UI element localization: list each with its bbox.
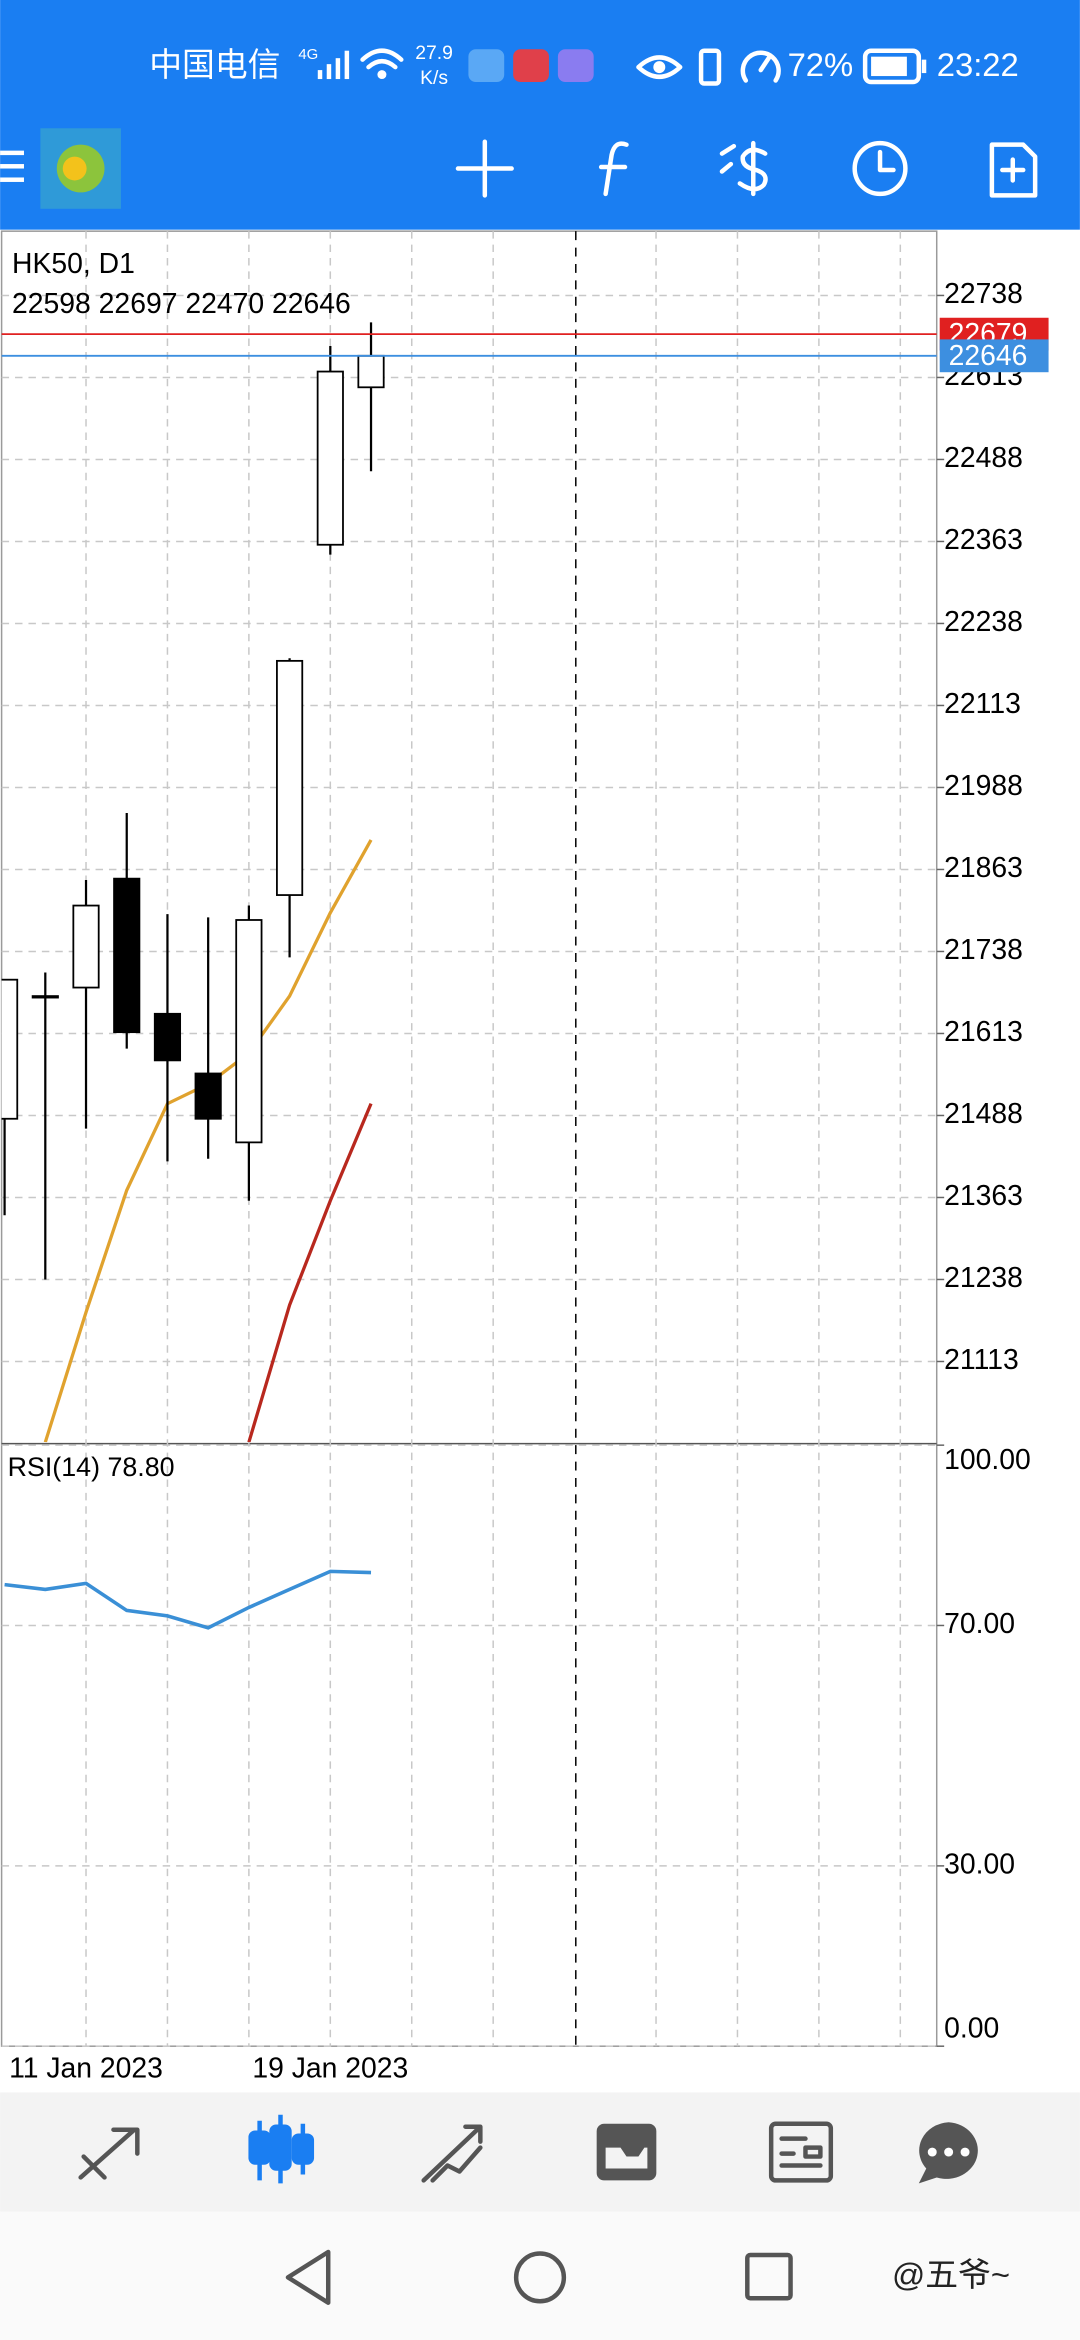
- eye-icon: [636, 55, 683, 80]
- back-button[interactable]: [285, 2249, 331, 2305]
- y-tick-label: 22113: [944, 688, 1021, 720]
- chat-tab[interactable]: [918, 2122, 978, 2184]
- chart-layer: 11 Jan 2023 19 Jan 2023 21113 21238 21363 214…: [1, 278, 1049, 2085]
- crosshair-button[interactable]: [455, 139, 514, 198]
- y-tick-label: 21613: [944, 1016, 1023, 1048]
- carrier: 中国电信: [149, 46, 280, 83]
- y-tick-label: 21238: [944, 1262, 1023, 1294]
- y-tick-label: 21113: [944, 1344, 1019, 1376]
- y-tick-label: 22363: [944, 524, 1023, 556]
- ohlc-readout: 22598 22697 22470 22646: [12, 288, 351, 320]
- y-tick-label: 21988: [944, 770, 1023, 802]
- candle-body: [31, 995, 59, 999]
- trade-tab[interactable]: [421, 2124, 483, 2183]
- y-tick-label: 22738: [944, 278, 1023, 310]
- candle-body: [316, 370, 344, 546]
- watermark: @五爷~: [892, 2256, 1010, 2293]
- app-icon: [557, 49, 594, 83]
- app-logo[interactable]: [40, 128, 121, 209]
- y-tick-label: 70.00: [944, 1608, 1015, 1640]
- app-icon: [513, 49, 549, 83]
- candle-body: [72, 904, 100, 989]
- candle-body: [357, 354, 385, 389]
- vibrate-icon: [698, 48, 722, 86]
- candle-body: [194, 1072, 222, 1120]
- signal-icon: [317, 50, 350, 80]
- network: 4G: [298, 47, 318, 63]
- y-tick-label: 21488: [944, 1098, 1023, 1130]
- chart-title: HK50, D1: [12, 248, 135, 280]
- y-tick-label: 22488: [944, 442, 1023, 474]
- new-order-button[interactable]: [989, 142, 1038, 198]
- chart-tab[interactable]: [248, 2114, 315, 2184]
- quotes-tab[interactable]: [78, 2127, 140, 2180]
- app-icon: [468, 49, 505, 83]
- y-tick-label: 100.00: [944, 1444, 1031, 1476]
- menu-button[interactable]: [0, 150, 24, 182]
- plot-area: [1, 322, 385, 1443]
- y-tick-label: 22238: [944, 606, 1023, 638]
- y-tick-label: 0.00: [944, 2012, 999, 2044]
- bid-label: 22646: [949, 340, 1028, 372]
- clock: 23:22: [937, 46, 1019, 83]
- candle-body: [235, 919, 263, 1144]
- bid-label-box: [939, 339, 1049, 373]
- candle-body: [153, 1012, 182, 1062]
- trade-button[interactable]: [719, 140, 768, 197]
- app-header: [0, 0, 1080, 230]
- battery-icon: [862, 48, 927, 85]
- net-speed: 27.9: [415, 42, 453, 64]
- recents-button[interactable]: [745, 2252, 793, 2301]
- rsi-title: RSI(14) 78.80: [8, 1452, 175, 1482]
- net-speed-unit: K/s: [420, 67, 448, 89]
- x-tick-label: 11 Jan 2023: [9, 2053, 163, 2085]
- home-button[interactable]: [513, 2251, 567, 2304]
- candle-body: [113, 877, 141, 1034]
- indicators-button[interactable]: [598, 141, 629, 197]
- y-tick-label: 21738: [944, 934, 1023, 966]
- x-tick-label: 19 Jan 2023: [252, 2053, 408, 2085]
- speed-icon: [740, 50, 781, 83]
- battery-percent: 72%: [788, 46, 854, 83]
- history-tab[interactable]: [596, 2123, 657, 2181]
- y-tick-label: 21363: [944, 1180, 1023, 1212]
- candle-body: [276, 659, 304, 896]
- y-tick-label: 30.00: [944, 1848, 1015, 1880]
- moving-average: [247, 1103, 373, 1443]
- news-tab[interactable]: [768, 2121, 834, 2183]
- system-nav: [0, 2211, 1080, 2340]
- rsi-line: [4, 1569, 372, 1630]
- wifi-icon: [360, 48, 404, 80]
- bottom-nav: [0, 2092, 1080, 2212]
- timeframe-button[interactable]: [852, 140, 908, 197]
- y-tick-label: 21863: [944, 852, 1023, 884]
- candle-body: [1, 978, 19, 1120]
- plot-area: [4, 1569, 372, 1630]
- chart-frame: [0, 230, 938, 2047]
